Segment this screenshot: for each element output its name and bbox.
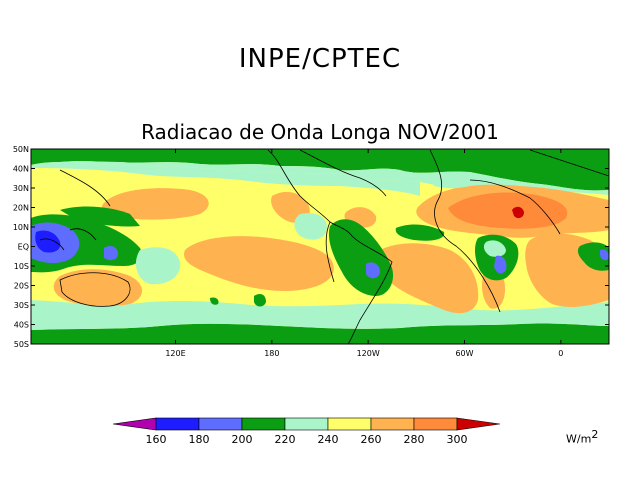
colorbar-label: 280	[404, 433, 425, 446]
lat-label: 50N	[13, 145, 29, 154]
colorbar-label: 260	[361, 433, 382, 446]
lon-ticks: 120E180120W60W060E	[165, 149, 563, 358]
lon-label: 120W	[357, 349, 380, 358]
lon-label: 0	[558, 349, 563, 358]
coastlines	[39, 149, 609, 344]
lat-label: 40S	[14, 321, 29, 330]
units-label: W/m2	[566, 428, 598, 446]
colorbar-label: 160	[146, 433, 167, 446]
colorbar-label: 220	[275, 433, 296, 446]
map-title: Radiacao de Onda Longa NOV/2001	[141, 120, 499, 144]
colorbar-segment	[155, 417, 200, 431]
colorbar-label: 300	[447, 433, 468, 446]
lat-label: 30S	[14, 301, 29, 310]
lat-label: 40N	[13, 165, 29, 174]
colorbar: 160 180 200 220 240 260 280 300	[112, 417, 501, 446]
units-exponent: 2	[591, 428, 599, 441]
lat-label: 20S	[14, 282, 29, 291]
lat-label: 10S	[14, 262, 29, 271]
lon-label: 60W	[455, 349, 473, 358]
lat-label: 50S	[14, 340, 29, 349]
lat-label: 30N	[13, 184, 29, 193]
colorbar-segment	[413, 417, 458, 431]
colorbar-arrow-high	[456, 417, 501, 431]
header-title: INPE/CPTEC	[238, 44, 402, 74]
lon-label: 120E	[165, 349, 185, 358]
colorbar-segment	[284, 417, 329, 431]
colorbar-arrow-low	[112, 417, 157, 431]
units-text: W/m	[566, 432, 592, 446]
lon-label: 180	[264, 349, 279, 358]
colorbar-label: 240	[318, 433, 339, 446]
lat-label: 10N	[13, 223, 29, 232]
colorbar-segment	[198, 417, 243, 431]
colorbar-segment	[370, 417, 415, 431]
lat-ticks: 50N 40N 30N 20N 10N EQ 10S 20S 30S 40S 50S	[13, 145, 609, 349]
colorbar-segment	[241, 417, 286, 431]
colorbar-label: 180	[189, 433, 210, 446]
colorbar-segment	[327, 417, 372, 431]
olr-field	[31, 149, 609, 344]
lat-label: EQ	[18, 243, 29, 252]
colorbar-label: 200	[232, 433, 253, 446]
lat-label: 20N	[13, 204, 29, 213]
